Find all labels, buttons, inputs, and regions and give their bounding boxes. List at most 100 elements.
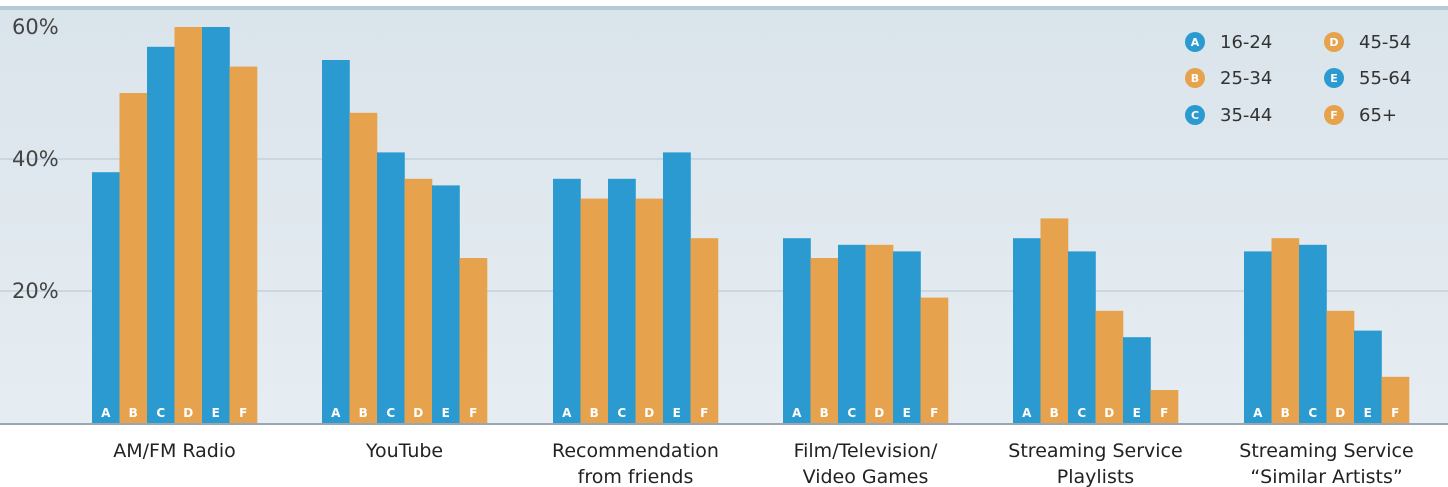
bar <box>174 27 203 423</box>
bar <box>838 244 866 423</box>
legend-badge-letter: E <box>1330 72 1338 85</box>
bar <box>1095 310 1124 423</box>
bar <box>580 198 609 423</box>
bar-letter: A <box>1022 406 1032 420</box>
legend-item: F 65+ <box>1324 105 1397 126</box>
bar <box>1068 251 1096 423</box>
bar-letter: E <box>673 406 681 420</box>
bar-letter: F <box>1391 406 1399 420</box>
legend-badge <box>1185 105 1205 125</box>
bar <box>893 251 921 423</box>
bar <box>865 244 894 423</box>
bar <box>1299 244 1327 423</box>
bar <box>690 238 719 423</box>
bar <box>1013 238 1041 423</box>
category-label: Video Games <box>803 466 929 487</box>
bar-letter: C <box>386 406 395 420</box>
bar-letter: D <box>1335 406 1345 420</box>
bar <box>404 178 433 423</box>
legend-badge-letter: A <box>1191 36 1200 49</box>
category-label: Streaming Service <box>1239 440 1413 462</box>
bar-letter: C <box>617 406 626 420</box>
bar-letter: B <box>129 406 138 420</box>
legend-item: B 25-34 <box>1185 68 1272 89</box>
legend: A 16-24 B 25-34 C 35-44 D 45-54 E 55-64 F 65+ <box>1185 32 1411 126</box>
bar-letter: D <box>874 406 884 420</box>
bar <box>147 46 175 424</box>
legend-item: A 16-24 <box>1185 32 1272 53</box>
bar-letter: C <box>156 406 165 420</box>
legend-badge <box>1324 68 1344 88</box>
bar-letter: F <box>930 406 938 420</box>
bar-letter: D <box>644 406 654 420</box>
bar <box>783 238 811 423</box>
bar-letter: E <box>1133 406 1141 420</box>
bar-letter: D <box>183 406 193 420</box>
y-tick-label: 20% <box>12 279 59 303</box>
top-rule <box>0 6 1448 10</box>
bar-letter: A <box>562 406 572 420</box>
bar <box>1354 330 1382 423</box>
bar-letter: D <box>1104 406 1114 420</box>
legend-badge <box>1185 32 1205 52</box>
bar-letter: F <box>700 406 708 420</box>
bar <box>119 93 148 423</box>
legend-badge-letter: D <box>1329 36 1338 49</box>
bar-letter: F <box>239 406 247 420</box>
bar <box>1150 390 1179 423</box>
category-label: Streaming Service <box>1008 440 1182 462</box>
bar <box>432 185 460 423</box>
bar-letter: A <box>101 406 111 420</box>
bar <box>322 60 350 423</box>
bar-letter: E <box>442 406 450 420</box>
bar-letter: B <box>359 406 368 420</box>
bar <box>1271 238 1300 423</box>
x-axis-baseline <box>0 423 1448 425</box>
bar <box>349 112 378 424</box>
category-label: Recommendation <box>552 440 719 462</box>
bar-letter: C <box>1077 406 1086 420</box>
category-label: from friends <box>578 466 694 487</box>
legend-label: 65+ <box>1359 105 1397 126</box>
bar-letter: F <box>1160 406 1168 420</box>
legend-item: D 45-54 <box>1324 32 1411 53</box>
category-label: “Similar Artists” <box>1250 466 1402 487</box>
bar-letter: C <box>1308 406 1317 420</box>
bar-letter: A <box>1253 406 1263 420</box>
category-label: AM/FM Radio <box>113 440 236 462</box>
bar-letter: D <box>413 406 423 420</box>
category-label: Film/Television/ <box>794 440 938 462</box>
bar <box>1040 218 1069 423</box>
bar-letter: A <box>331 406 341 420</box>
bar <box>377 152 405 423</box>
bar <box>1244 251 1272 423</box>
y-tick-label: 60% <box>12 15 59 39</box>
bar-letter: E <box>212 406 220 420</box>
bar-letter: B <box>1050 406 1059 420</box>
bar <box>663 152 691 423</box>
bar-letter: E <box>1364 406 1372 420</box>
legend-item: C 35-44 <box>1185 105 1272 126</box>
bar-letter: E <box>903 406 911 420</box>
bar-letter: A <box>792 406 802 420</box>
legend-badge-letter: C <box>1191 109 1199 122</box>
y-axis-ticks: 20% 40% 60% <box>12 15 59 303</box>
bar <box>202 27 230 423</box>
bar <box>459 258 488 423</box>
legend-badge <box>1324 105 1344 125</box>
legend-item: E 55-64 <box>1324 68 1411 89</box>
bar <box>1123 337 1151 423</box>
bar <box>920 297 949 423</box>
legend-label: 35-44 <box>1220 105 1272 126</box>
legend-badge-letter: F <box>1330 109 1338 122</box>
bars: A B C D E F A B C D E F A B C D E F A B C D E F A B C D E F A B C D E F <box>92 27 1410 424</box>
legend-badge <box>1185 68 1205 88</box>
category-label: Playlists <box>1057 466 1134 487</box>
bar <box>229 66 258 423</box>
bar <box>810 258 839 423</box>
category-labels: AM/FM Radio YouTube Recommendation from fri… <box>113 440 1413 487</box>
bar <box>635 198 664 423</box>
y-tick-label: 40% <box>12 147 59 171</box>
legend-badge <box>1324 32 1344 52</box>
